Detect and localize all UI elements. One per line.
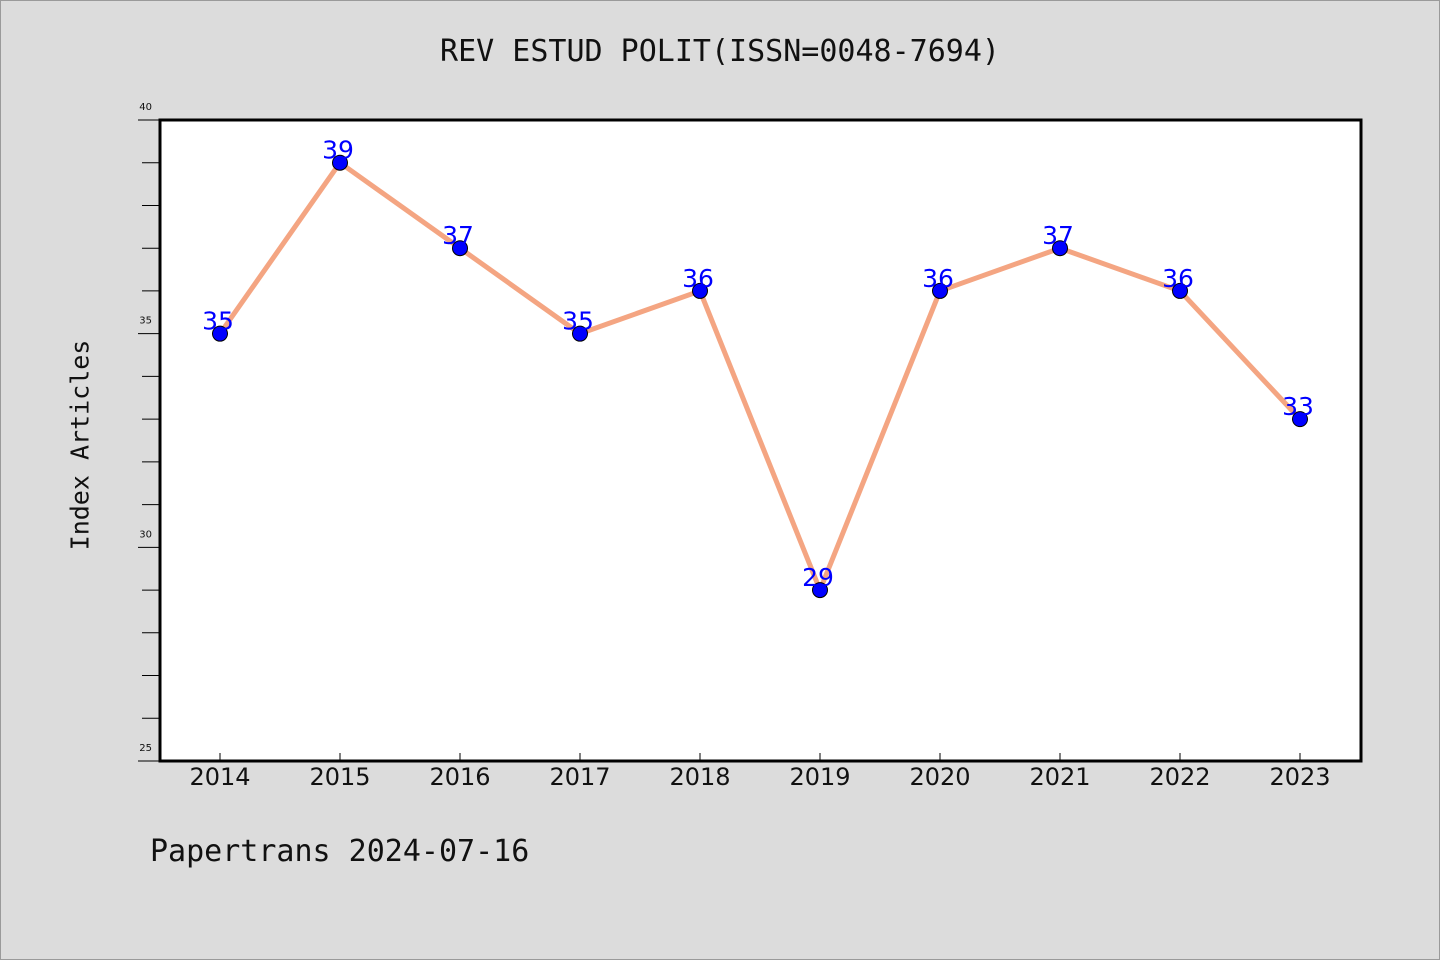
- data-label: 36: [1162, 264, 1194, 293]
- data-label: 37: [442, 221, 474, 250]
- data-point: [452, 240, 468, 257]
- x-tick-label: 2020: [909, 763, 970, 791]
- x-tick-label: 2016: [429, 763, 490, 791]
- y-tick-label: 40: [139, 102, 152, 113]
- x-tick-label: 2014: [189, 763, 250, 791]
- x-tick-label: 2022: [1149, 763, 1210, 791]
- series-line: [217, 160, 1303, 593]
- data-label: 29: [802, 563, 834, 592]
- data-point: [812, 582, 828, 599]
- data-point: [572, 325, 588, 342]
- data-label: 33: [1282, 392, 1314, 421]
- x-axis: 2014 2015 2016 2017 2018 2019 2020 2021 2022 2023: [189, 753, 1331, 791]
- series: 35 39 37 35 36 29 36 37 36 33: [202, 136, 1314, 599]
- x-tick-label: 2017: [549, 763, 610, 791]
- data-label: 36: [922, 264, 954, 293]
- data-label: 36: [682, 264, 714, 293]
- x-tick-label: 2018: [669, 763, 730, 791]
- data-label: 35: [202, 307, 234, 336]
- data-point: [932, 282, 948, 299]
- data-label: 39: [322, 136, 354, 165]
- data-point: [1172, 282, 1188, 299]
- data-point: [1292, 411, 1308, 428]
- y-tick-label: 30: [139, 529, 152, 540]
- x-tick-label: 2019: [789, 763, 850, 791]
- data-label: 37: [1042, 221, 1074, 250]
- x-tick-label: 2023: [1269, 763, 1330, 791]
- x-tick-label: 2021: [1029, 763, 1090, 791]
- data-point: [1052, 240, 1068, 257]
- y-tick-label: 35: [139, 316, 152, 327]
- y-tick-label: 25: [139, 743, 152, 754]
- data-label: 35: [562, 307, 594, 336]
- data-point: [212, 325, 228, 342]
- data-point: [692, 282, 708, 299]
- footer-text: Papertrans 2024-07-16: [150, 834, 530, 869]
- x-tick-label: 2015: [309, 763, 370, 791]
- y-axis: 25 30 35 40: [138, 102, 160, 762]
- chart-title: REV ESTUD POLIT(ISSN=0048-7694): [440, 34, 1000, 69]
- data-point: [332, 154, 348, 171]
